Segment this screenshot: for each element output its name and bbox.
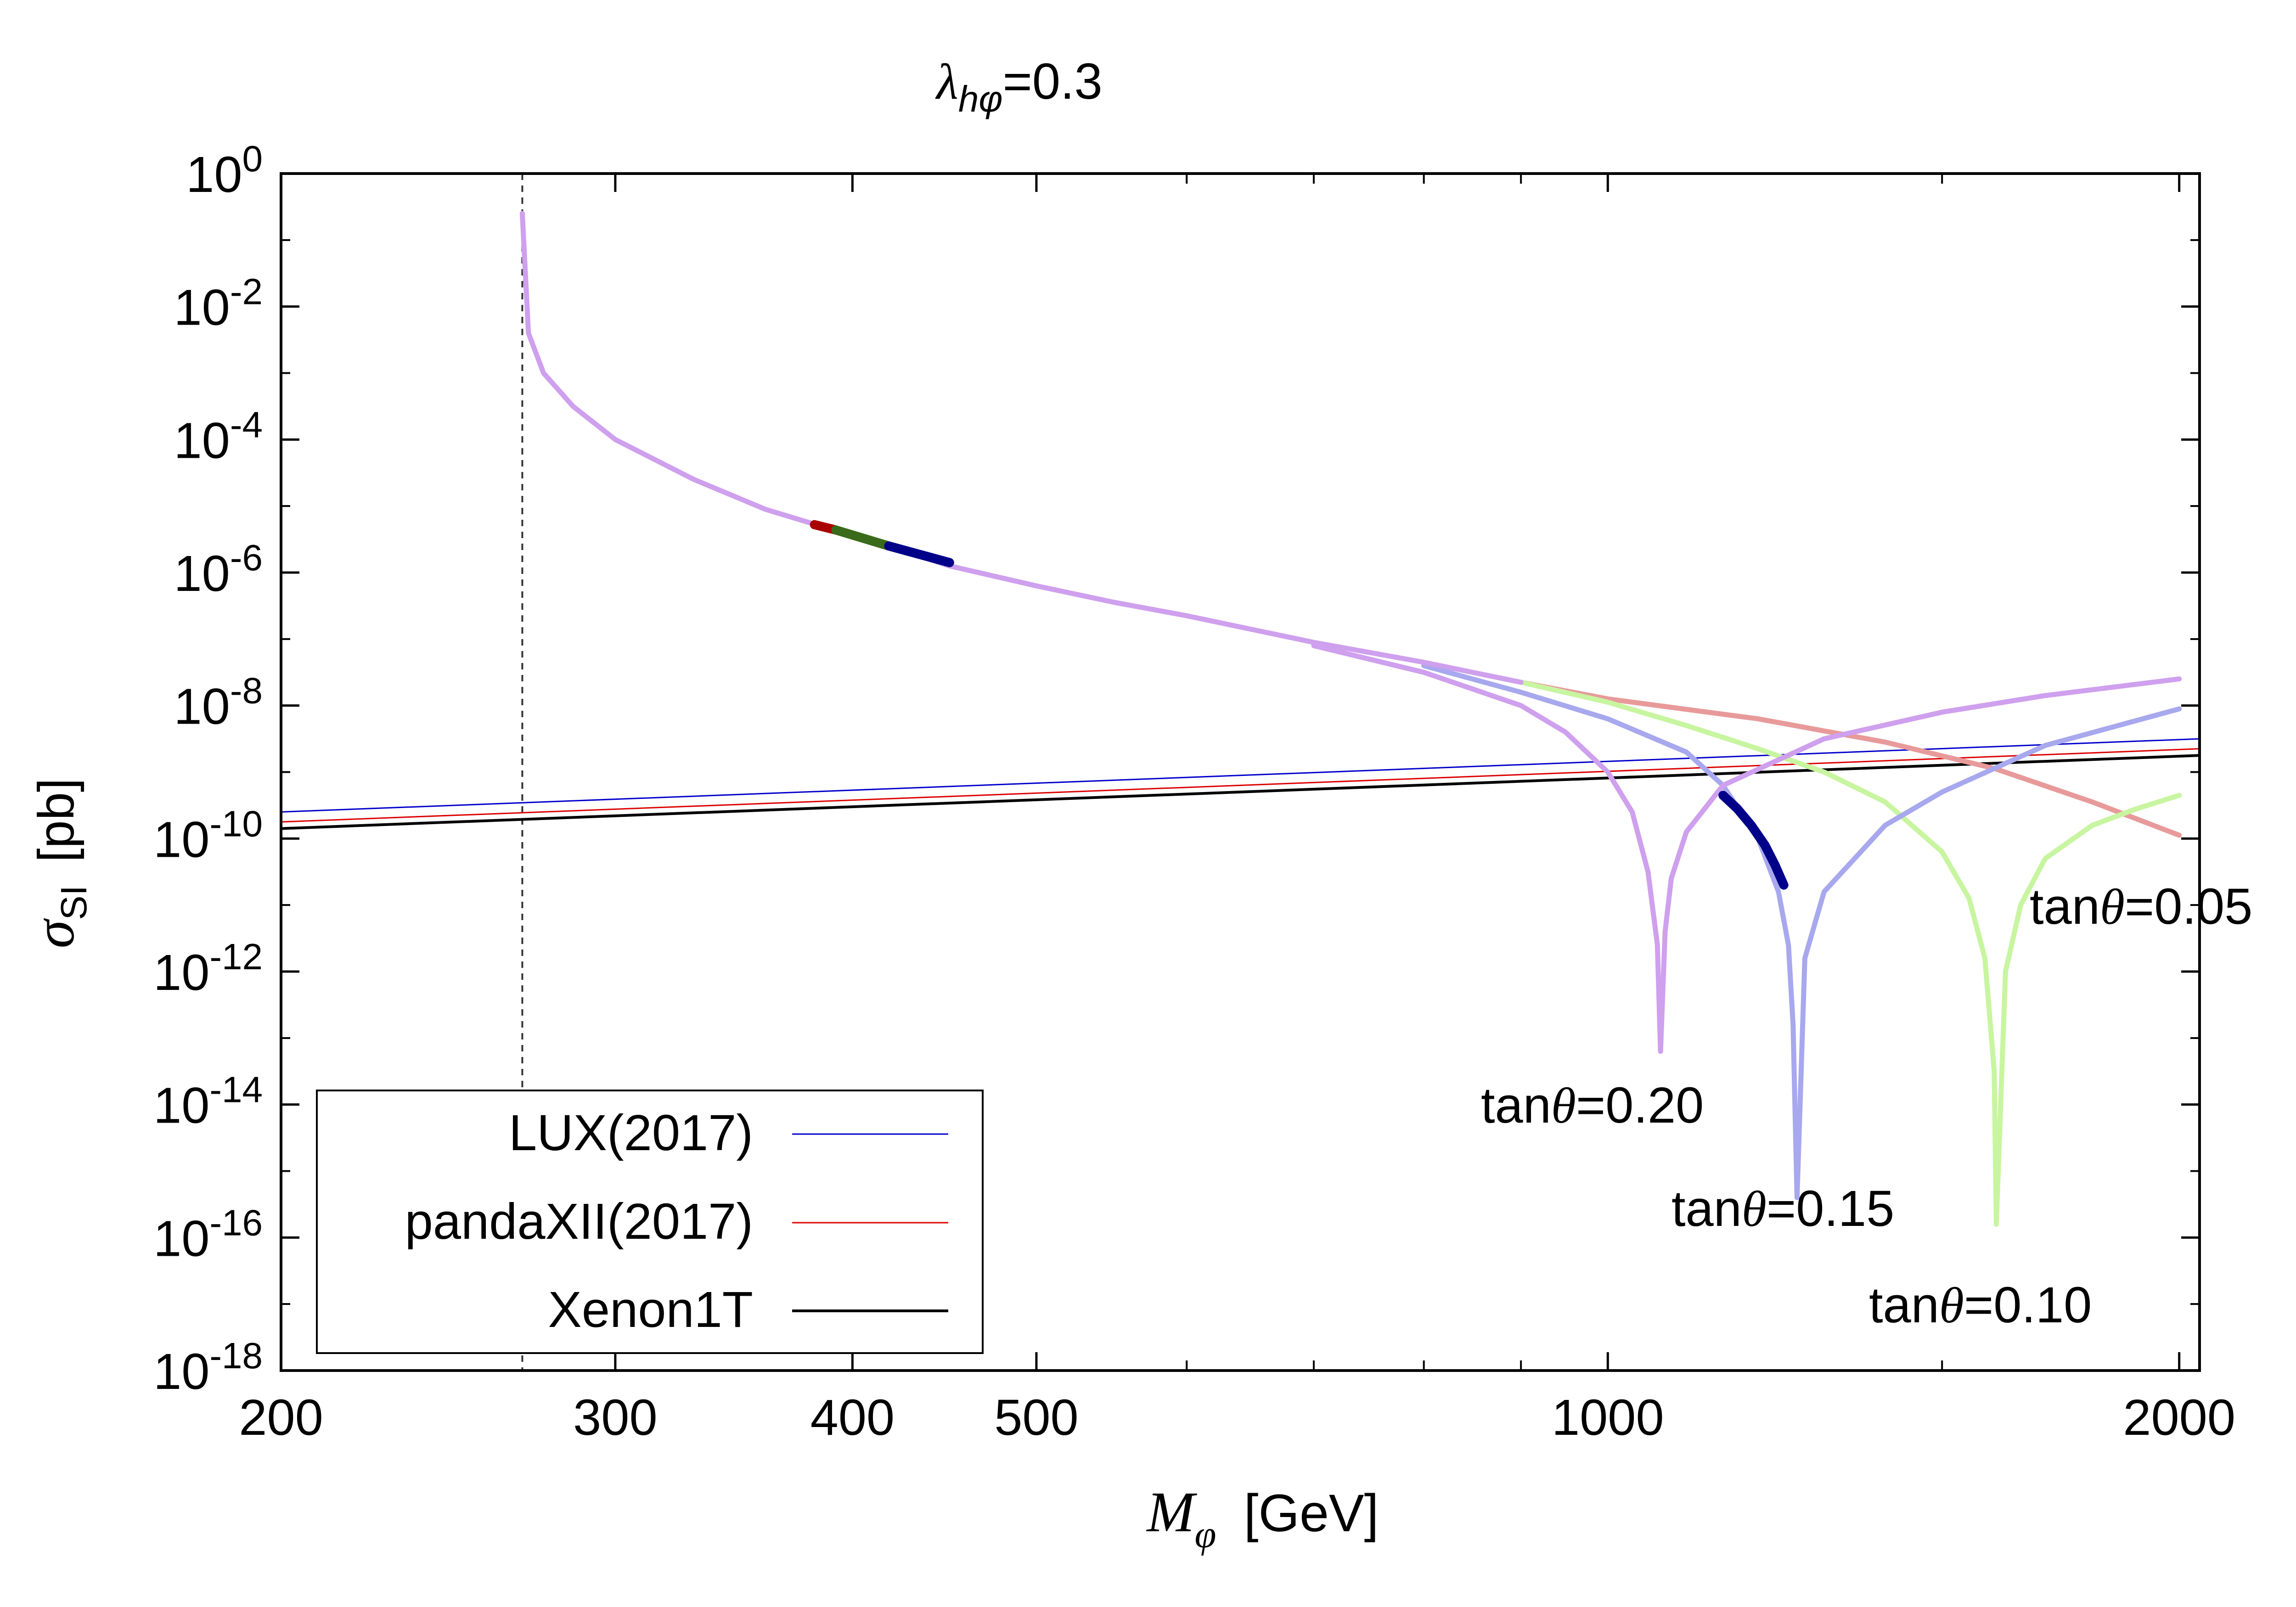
highlight-segment	[884, 541, 954, 568]
theory-curve	[1311, 643, 2182, 1054]
exp-line	[281, 754, 2200, 830]
plot-frame	[280, 172, 2201, 1372]
y-tick-label: 10-12	[153, 936, 263, 1001]
y-axis-label: σSI[pb]	[23, 778, 94, 949]
y-tick-label: 10-4	[174, 404, 263, 469]
y-tick-label: 10-10	[153, 803, 263, 868]
y-tick-label: 10-8	[174, 670, 263, 735]
legend: LUX(2017) pandaXII(2017) Xenon1T	[316, 1090, 984, 1354]
x-tick-label: 500	[994, 1389, 1079, 1446]
y-tick-label: 10-2	[174, 271, 263, 336]
annotation-tan-0-10: tanθ=0.10	[1869, 1277, 2092, 1333]
annotation-tan-0-15: tanθ=0.15	[1671, 1180, 1894, 1237]
chart-title: λhφ=0.3	[935, 53, 1103, 119]
theory-curve	[1518, 680, 2182, 1227]
highlight-segment	[1718, 791, 1789, 890]
y-tick-label: 10-18	[153, 1335, 263, 1400]
highlight-segment	[831, 525, 894, 551]
exp-line	[281, 738, 2200, 813]
y-tick-label: 10-16	[153, 1202, 263, 1267]
annotation-tan-0-05: tanθ=0.05	[2030, 878, 2252, 935]
theory-curve	[1421, 663, 2182, 1200]
legend-label-pandax: pandaXII(2017)	[405, 1193, 753, 1250]
theory-curve	[1518, 680, 2182, 838]
y-tick-label: 100	[186, 138, 263, 203]
y-tick-label: 10-14	[153, 1069, 263, 1134]
legend-label-lux: LUX(2017)	[509, 1105, 753, 1161]
x-tick-label: 200	[239, 1389, 323, 1446]
annotation-tan-0-20: tanθ=0.20	[1481, 1077, 1704, 1134]
x-tick-label: 2000	[2123, 1389, 2235, 1446]
exp-line	[281, 748, 2200, 823]
theory-curve-common	[519, 211, 1524, 685]
x-tick-label: 300	[573, 1389, 658, 1446]
x-axis-label: Mφ [GeV]	[1146, 1481, 1379, 1556]
y-tick-label: 10-6	[174, 537, 263, 602]
legend-label-xenon: Xenon1T	[548, 1281, 753, 1338]
x-tick-label: 1000	[1552, 1389, 1664, 1446]
x-tick-label: 400	[810, 1389, 895, 1446]
